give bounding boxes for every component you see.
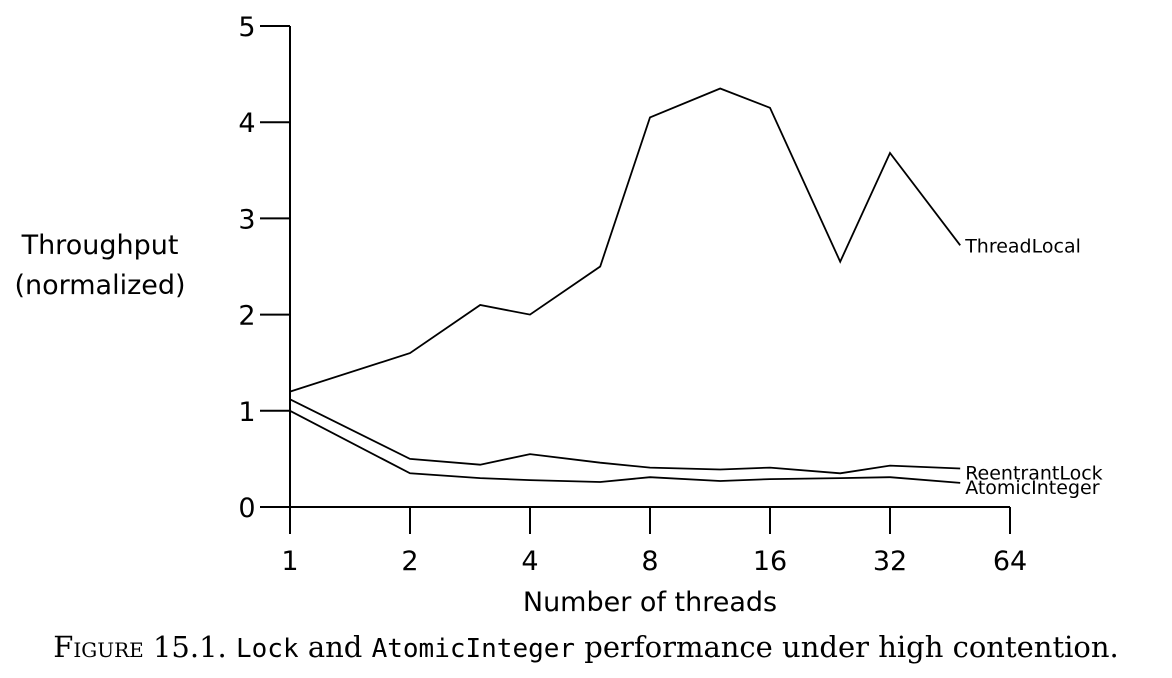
caption-and: and [307, 630, 363, 664]
y-axis-title-line-1: Throughput [21, 230, 179, 261]
series-label-reentrantlock: ReentrantLock [965, 463, 1103, 485]
caption-code-atomicinteger: AtomicInteger [371, 634, 576, 664]
y-tick-label-3: 3 [238, 204, 255, 235]
x-tick-label-1: 1 [281, 546, 298, 577]
series-line-atomicinteger [289, 410, 961, 484]
y-tick-label-2: 2 [238, 301, 255, 332]
x-tick-label-16: 16 [753, 546, 787, 577]
y-ticks: 0 1 2 3 4 5 [238, 12, 290, 524]
x-tick-label-4: 4 [521, 546, 538, 577]
caption-code-lock: Lock [235, 634, 299, 664]
x-axis-title: Number of threads [523, 587, 777, 618]
caption-figure-word: Figure [53, 630, 144, 664]
series-label-atomicinteger: AtomicInteger [965, 477, 1100, 499]
y-tick-label-1: 1 [238, 397, 255, 428]
caption-number: 15.1. [152, 630, 227, 664]
y-tick-label-4: 4 [238, 108, 255, 139]
series-group [289, 87, 961, 484]
figure-caption: Figure 15.1. Lock and AtomicInteger perf… [0, 630, 1172, 664]
caption-text: performance under high contention. [584, 630, 1119, 664]
y-tick-label-5: 5 [238, 12, 255, 43]
x-tick-label-32: 32 [873, 546, 907, 577]
x-ticks: 1 2 4 8 16 32 64 [281, 507, 1027, 577]
y-tick-label-0: 0 [238, 493, 255, 524]
series-line-reentrantlock [289, 398, 961, 475]
series-label-threadlocal: ThreadLocal [964, 235, 1081, 257]
x-tick-label-2: 2 [401, 546, 418, 577]
x-tick-label-64: 64 [993, 546, 1027, 577]
axes [260, 26, 1010, 508]
x-tick-label-8: 8 [641, 546, 658, 577]
y-axis-title-line-2: (normalized) [14, 270, 185, 301]
series-line-threadlocal [289, 87, 961, 393]
